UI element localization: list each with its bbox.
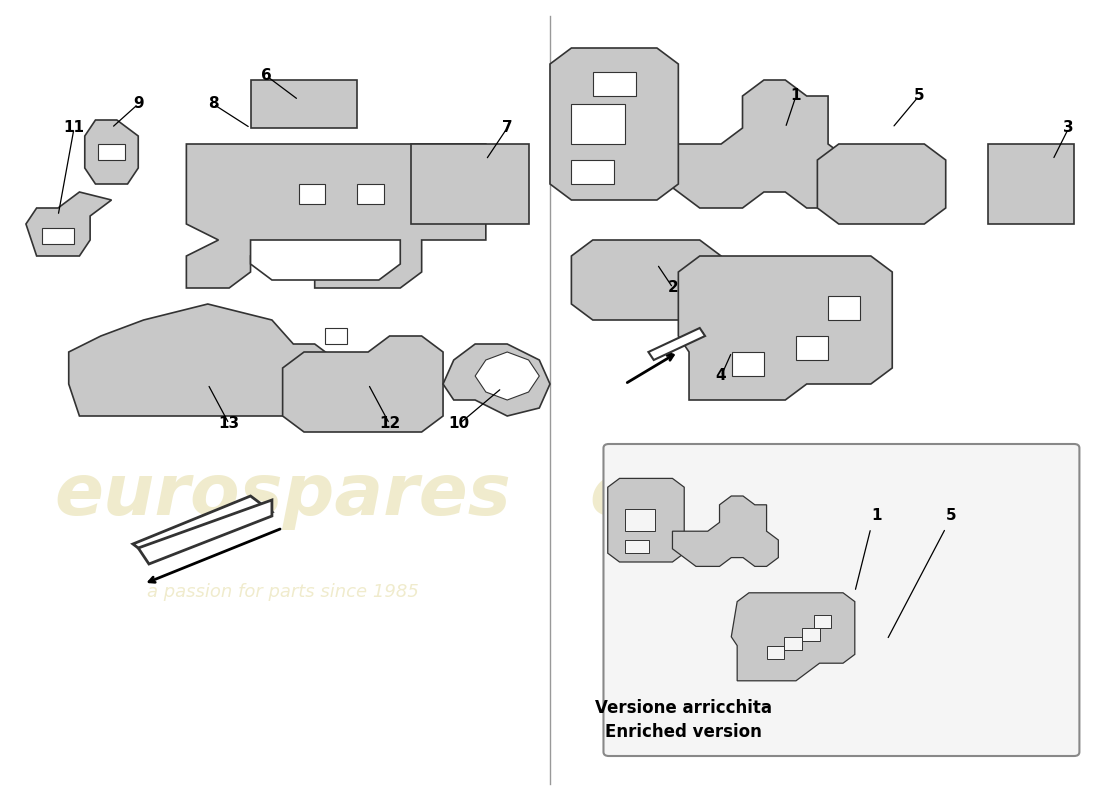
Polygon shape [784, 637, 802, 650]
Polygon shape [817, 144, 946, 224]
Text: eurospares: eurospares [588, 462, 1046, 530]
Polygon shape [593, 72, 636, 96]
Polygon shape [657, 80, 849, 208]
Polygon shape [732, 593, 855, 681]
Text: 5: 5 [946, 509, 956, 523]
Polygon shape [571, 160, 614, 184]
Text: Versione arricchita: Versione arricchita [595, 699, 772, 717]
Polygon shape [411, 144, 529, 224]
Polygon shape [550, 48, 679, 200]
Polygon shape [814, 614, 832, 628]
Polygon shape [828, 296, 860, 320]
Polygon shape [68, 304, 337, 416]
Polygon shape [802, 628, 820, 642]
Polygon shape [251, 240, 400, 280]
Text: a passion for parts since 1985: a passion for parts since 1985 [146, 583, 419, 601]
Text: 1: 1 [871, 509, 881, 523]
Polygon shape [679, 256, 892, 400]
Polygon shape [98, 144, 125, 160]
Text: 12: 12 [378, 417, 400, 431]
Text: 5: 5 [914, 89, 924, 103]
Text: 2: 2 [668, 281, 679, 295]
Polygon shape [608, 478, 684, 562]
Polygon shape [989, 144, 1074, 224]
Polygon shape [26, 192, 111, 256]
Polygon shape [767, 646, 784, 659]
Polygon shape [251, 80, 358, 128]
Text: 9: 9 [133, 97, 144, 111]
Polygon shape [133, 496, 272, 560]
Text: 6: 6 [261, 69, 272, 83]
Polygon shape [672, 496, 779, 566]
Polygon shape [475, 352, 539, 400]
Polygon shape [139, 500, 272, 564]
Text: 8: 8 [208, 97, 219, 111]
Polygon shape [42, 228, 74, 244]
Polygon shape [299, 184, 326, 204]
Text: 4: 4 [716, 369, 726, 383]
Polygon shape [571, 104, 625, 144]
Polygon shape [648, 328, 705, 360]
Polygon shape [571, 240, 722, 320]
Polygon shape [796, 336, 828, 360]
Text: 13: 13 [219, 417, 240, 431]
Polygon shape [626, 540, 649, 554]
Text: 7: 7 [502, 121, 513, 135]
Polygon shape [443, 344, 550, 416]
FancyBboxPatch shape [604, 444, 1079, 756]
Text: 1: 1 [791, 89, 801, 103]
Polygon shape [626, 509, 654, 531]
Text: eurospares: eurospares [54, 462, 512, 530]
Polygon shape [85, 120, 139, 184]
Text: 10: 10 [449, 417, 470, 431]
Text: Enriched version: Enriched version [605, 723, 762, 741]
Polygon shape [326, 328, 346, 344]
Text: 11: 11 [64, 121, 85, 135]
Text: 3: 3 [1064, 121, 1074, 135]
Polygon shape [283, 336, 443, 432]
Polygon shape [186, 144, 486, 288]
Text: a passion for parts since 1985: a passion for parts since 1985 [681, 583, 954, 601]
Polygon shape [358, 184, 384, 204]
Polygon shape [732, 352, 763, 376]
